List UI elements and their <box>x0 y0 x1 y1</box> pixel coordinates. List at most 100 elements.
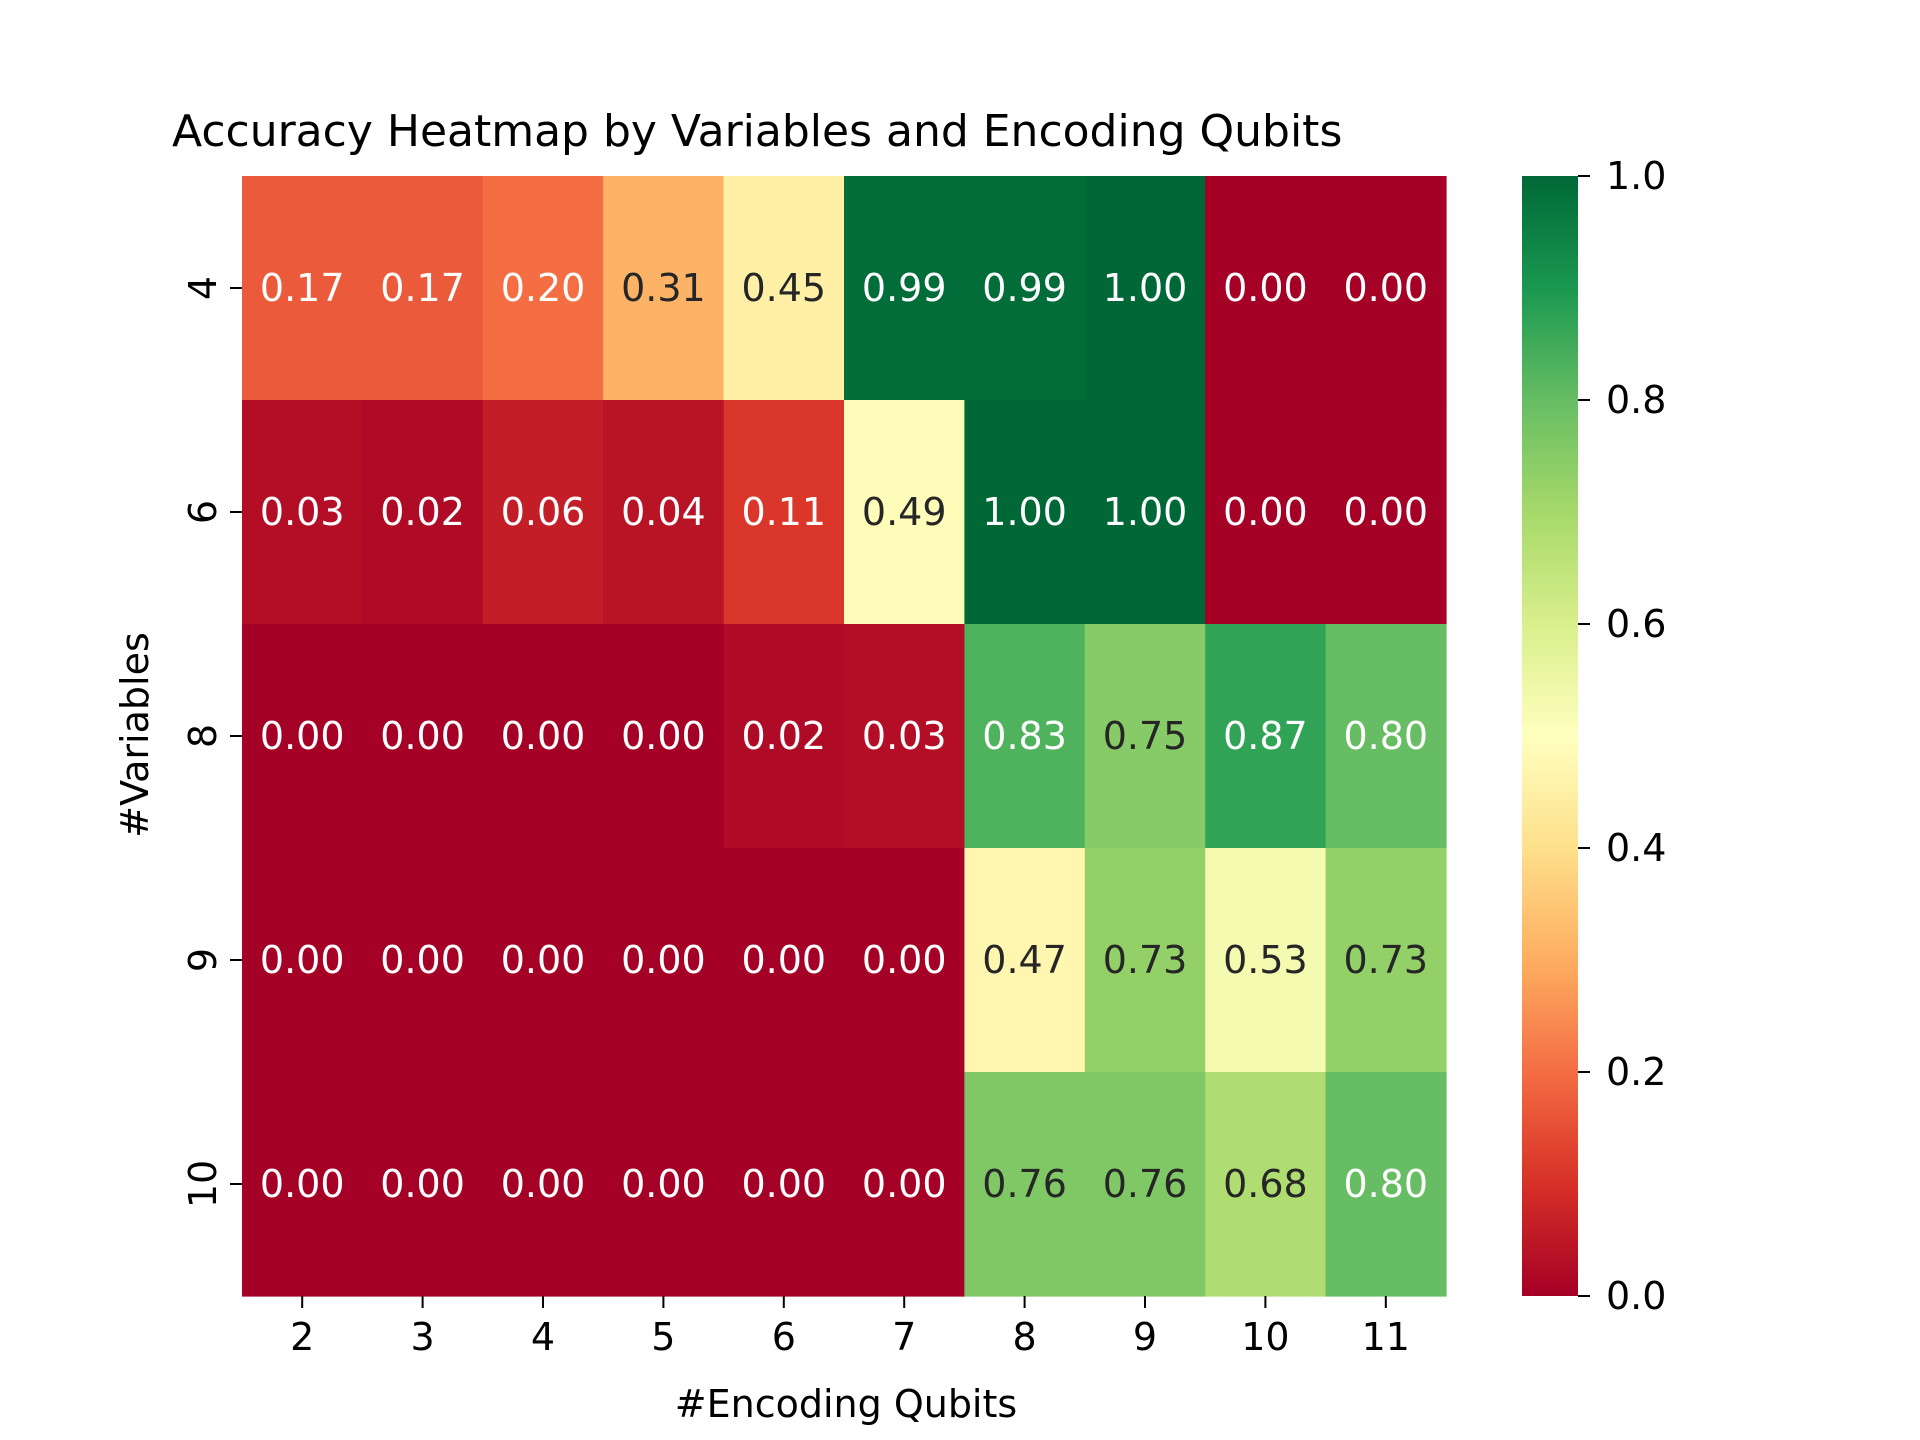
y-tick-label: 6 <box>181 500 225 524</box>
heatmap-cell <box>964 400 1086 625</box>
cell-value-label: 0.49 <box>862 490 947 534</box>
cell-value-label: 0.75 <box>1103 714 1188 758</box>
cell-value-label: 0.00 <box>380 714 465 758</box>
cell-value-label: 0.76 <box>1103 1162 1188 1206</box>
heatmap-cell <box>844 624 965 849</box>
cell-value-label: 0.00 <box>862 938 947 982</box>
heatmap-cell <box>1205 400 1327 625</box>
cell-value-label: 0.00 <box>380 938 465 982</box>
heatmap-cell <box>1325 400 1447 625</box>
heatmap-cell <box>603 1072 725 1297</box>
cell-value-label: 0.00 <box>621 1162 706 1206</box>
heatmap-cell <box>964 624 1086 849</box>
heatmap-cell <box>362 848 484 1073</box>
x-tick-label: 11 <box>1362 1315 1410 1359</box>
x-axis-label: #Encoding Qubits <box>675 1382 1017 1426</box>
cell-value-label: 0.47 <box>982 938 1067 982</box>
heatmap-cell <box>362 624 484 849</box>
cell-value-label: 0.00 <box>1343 490 1428 534</box>
heatmap-cell <box>482 848 604 1073</box>
cell-value-label: 0.02 <box>380 490 465 534</box>
heatmap-cell <box>723 400 845 625</box>
cell-value-label: 0.87 <box>1223 714 1308 758</box>
cell-value-label: 0.80 <box>1343 1162 1428 1206</box>
heatmap-cell <box>603 176 725 401</box>
colorbar-tick-label: 0.0 <box>1606 1274 1666 1318</box>
heatmap-cell <box>603 624 725 849</box>
heatmap-cell <box>1084 176 1206 401</box>
colorbar-ticks: 0.0 0.2 0.4 0.6 0.8 1.0 <box>1578 154 1666 1318</box>
x-tick-label: 3 <box>411 1315 435 1359</box>
heatmap-cell <box>844 1072 965 1297</box>
cell-value-label: 0.00 <box>741 938 826 982</box>
heatmap-cell <box>964 1072 1086 1297</box>
heatmap-cell <box>844 176 965 401</box>
heatmap-cell <box>482 624 604 849</box>
cell-value-label: 0.11 <box>741 490 826 534</box>
x-tick-label: 8 <box>1013 1315 1037 1359</box>
cell-value-label: 1.00 <box>1103 490 1188 534</box>
heatmap-cell <box>723 1072 845 1297</box>
cell-value-label: 0.00 <box>1223 490 1308 534</box>
heatmap-cell <box>1325 848 1447 1073</box>
heatmap-cell <box>1084 848 1206 1073</box>
x-tick-label: 6 <box>772 1315 796 1359</box>
cell-value-label: 0.20 <box>501 266 586 310</box>
heatmap-cell <box>723 624 845 849</box>
heatmap-cell <box>482 400 604 625</box>
heatmap-cell <box>242 624 363 849</box>
cell-value-label: 0.73 <box>1103 938 1188 982</box>
x-tick-label: 10 <box>1241 1315 1289 1359</box>
x-tick-label: 2 <box>290 1315 314 1359</box>
cell-value-label: 0.17 <box>380 266 465 310</box>
heatmap-cells: 0.17 0.17 0.20 0.31 0.45 0.99 0.99 1.00 0.00 0.00… <box>242 176 1447 1297</box>
x-axis: 2 3 4 5 6 7 8 9 10 11 <box>290 1296 1410 1359</box>
heatmap-cell <box>1205 176 1327 401</box>
cell-value-label: 0.53 <box>1223 938 1308 982</box>
cell-value-label: 0.00 <box>741 1162 826 1206</box>
heatmap-cell <box>964 176 1086 401</box>
cell-value-label: 0.00 <box>621 938 706 982</box>
heatmap-cell <box>362 176 484 401</box>
cell-value-label: 0.17 <box>260 266 345 310</box>
y-axis-label: #Variables <box>113 632 157 838</box>
cell-value-label: 0.00 <box>380 1162 465 1206</box>
cell-value-label: 0.03 <box>862 714 947 758</box>
x-tick-label: 5 <box>651 1315 675 1359</box>
heatmap-cell <box>1205 624 1327 849</box>
heatmap-cell <box>844 848 965 1073</box>
heatmap-cell <box>242 1072 363 1297</box>
cell-value-label: 1.00 <box>982 490 1067 534</box>
heatmap-cell <box>1084 1072 1206 1297</box>
cell-value-label: 0.00 <box>862 1162 947 1206</box>
cell-value-label: 0.80 <box>1343 714 1428 758</box>
heatmap-cell <box>603 400 725 625</box>
heatmap-cell <box>723 176 845 401</box>
cell-value-label: 1.00 <box>1103 266 1188 310</box>
heatmap-cell <box>1084 400 1206 625</box>
x-tick-label: 7 <box>892 1315 916 1359</box>
heatmap-cell <box>482 1072 604 1297</box>
heatmap-cell <box>482 176 604 401</box>
y-tick-label: 10 <box>181 1160 225 1208</box>
heatmap-cell <box>242 848 363 1073</box>
y-tick-label: 9 <box>181 948 225 972</box>
y-axis: 4 6 8 9 10 <box>181 276 242 1208</box>
heatmap-cell <box>362 1072 484 1297</box>
cell-value-label: 0.00 <box>260 1162 345 1206</box>
x-tick-label: 4 <box>531 1315 555 1359</box>
heatmap-cell <box>1084 624 1206 849</box>
cell-value-label: 0.45 <box>741 266 826 310</box>
cell-value-label: 0.06 <box>501 490 586 534</box>
cell-value-label: 0.04 <box>621 490 706 534</box>
heatmap-cell <box>964 848 1086 1073</box>
colorbar-tick-label: 1.0 <box>1606 154 1666 198</box>
cell-value-label: 0.03 <box>260 490 345 534</box>
cell-value-label: 0.00 <box>260 714 345 758</box>
cell-value-label: 0.00 <box>501 1162 586 1206</box>
y-tick-label: 4 <box>181 276 225 300</box>
cell-value-label: 0.00 <box>260 938 345 982</box>
colorbar-tick-label: 0.2 <box>1606 1050 1666 1094</box>
y-tick-label: 8 <box>181 724 225 748</box>
